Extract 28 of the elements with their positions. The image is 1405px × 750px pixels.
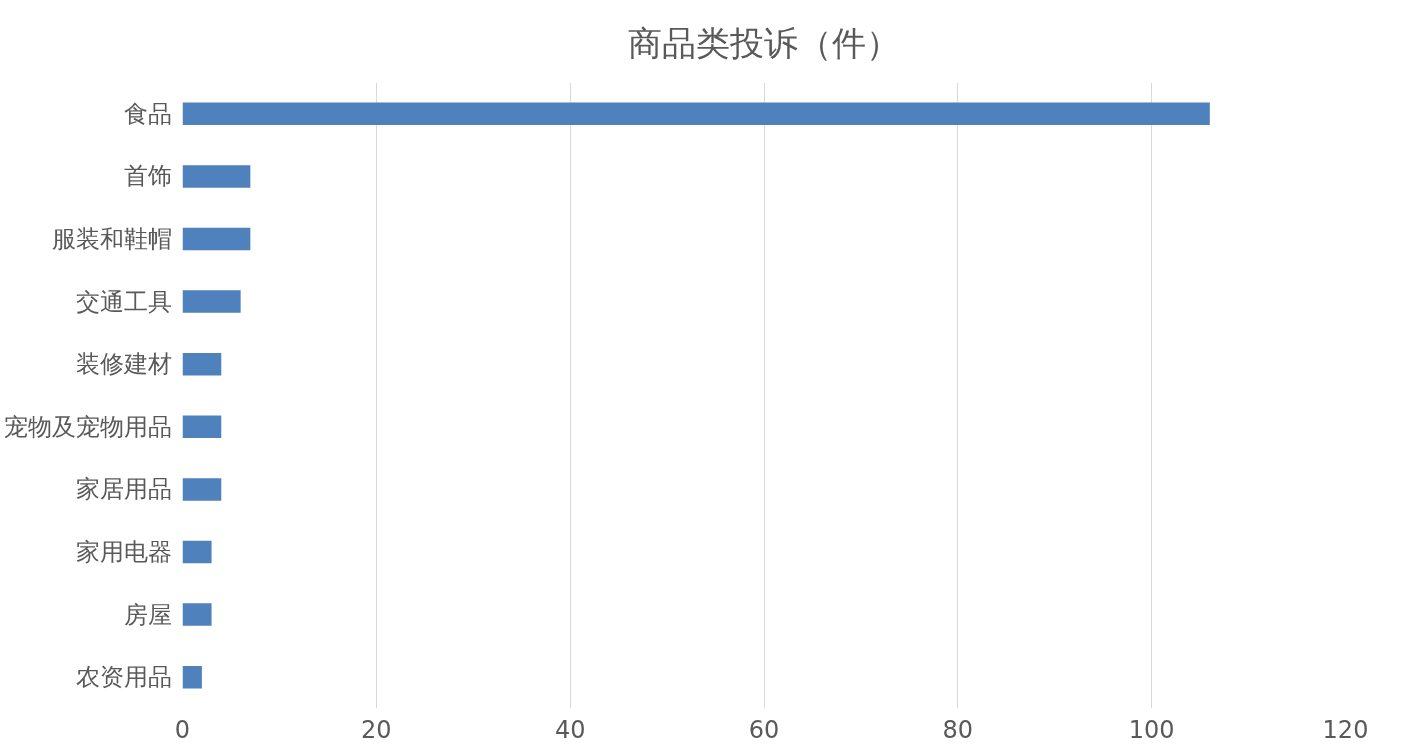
bar xyxy=(182,165,251,188)
x-tick-label: 20 xyxy=(361,715,392,744)
x-tick-label: 100 xyxy=(1128,715,1175,744)
bar xyxy=(182,102,1210,126)
bar xyxy=(182,603,212,626)
chart-title: 商品类投诉（件） xyxy=(628,22,900,63)
bar xyxy=(182,415,222,439)
x-tick-label: 60 xyxy=(748,715,780,744)
bar xyxy=(182,227,251,251)
bar xyxy=(182,665,202,689)
bar xyxy=(182,540,212,564)
y-tick-label: 食品 xyxy=(123,99,172,128)
x-tick-label: 40 xyxy=(554,715,586,744)
y-tick-label: 农资用品 xyxy=(75,663,172,692)
y-tick-label: 家居用品 xyxy=(75,475,172,504)
y-tick-label: 宠物及宠物用品 xyxy=(3,412,172,441)
x-tick-label: 120 xyxy=(1322,715,1369,744)
x-tick-label: 0 xyxy=(174,715,191,744)
y-tick-label: 交通工具 xyxy=(75,287,172,316)
bar xyxy=(182,478,222,501)
y-tick-label: 家用电器 xyxy=(75,538,172,566)
y-tick-label: 服装和鞋帽 xyxy=(51,225,172,253)
y-tick-label: 首饰 xyxy=(123,162,172,191)
y-tick-label: 房屋 xyxy=(123,600,172,629)
y-tick-label: 装修建材 xyxy=(75,350,172,379)
bar xyxy=(182,290,241,313)
bar xyxy=(182,352,222,376)
x-tick-label: 80 xyxy=(942,715,974,744)
